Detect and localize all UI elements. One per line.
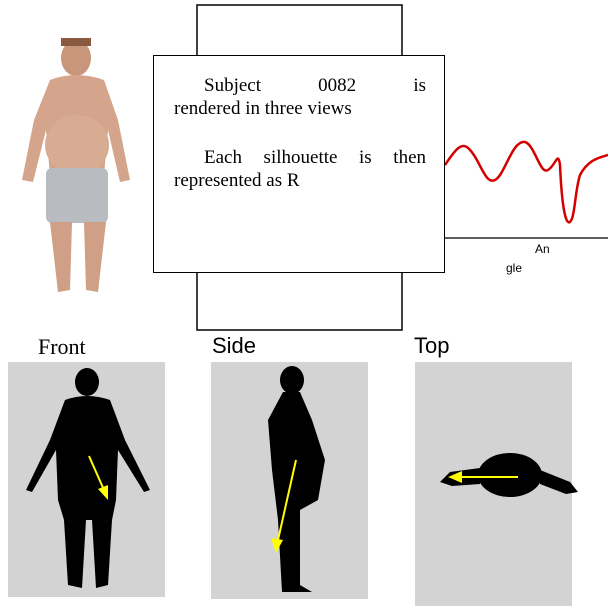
view-label: Front xyxy=(38,334,86,359)
top-silhouette xyxy=(440,453,578,497)
front-silhouette xyxy=(26,368,150,588)
arrow xyxy=(277,459,297,541)
side-silhouette xyxy=(268,366,325,592)
axis-label: gle xyxy=(506,261,523,275)
view-label: Side xyxy=(212,333,257,358)
paragraph: Subject 0082 is rendered in three views xyxy=(174,74,426,120)
caption-box: Subject 0082 is rendered in three views … xyxy=(153,55,445,273)
view-label: Top xyxy=(414,333,450,358)
arrow xyxy=(88,455,105,491)
text-line: Each silhouette is then xyxy=(204,147,426,168)
arrow-head xyxy=(271,538,283,553)
axis-label: An xyxy=(535,242,550,256)
signature-curve xyxy=(443,140,608,224)
subject-photo xyxy=(22,38,130,292)
text-line: rendered in three views xyxy=(174,98,352,119)
paragraph: Each silhouette is then represented as R xyxy=(174,146,426,192)
text-line: represented as R xyxy=(174,170,300,191)
arrow-head xyxy=(448,471,462,483)
arrow-head xyxy=(98,485,108,500)
text-line: Subject 0082 is xyxy=(204,75,426,96)
